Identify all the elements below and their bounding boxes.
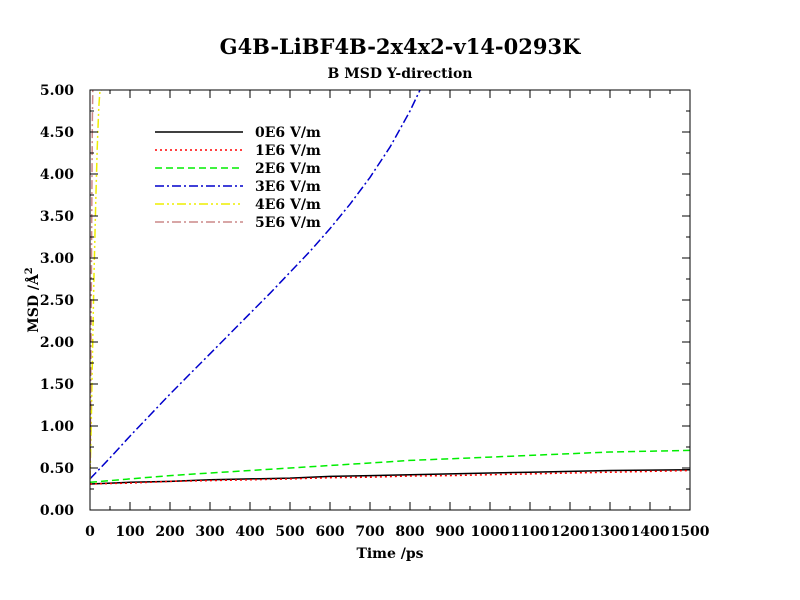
x-tick-label-0: 0 (85, 524, 95, 540)
y-tick-label-0: 0.00 (40, 503, 74, 519)
x-tick-label-11: 1100 (511, 524, 550, 540)
x-tick-label-14: 1400 (631, 524, 670, 540)
x-axis-label: Time /ps (356, 546, 423, 562)
x-tick-label-10: 1000 (471, 524, 510, 540)
x-tick-label-7: 700 (355, 524, 384, 540)
legend: 0E6 V/m 1E6 V/m 2E6 V/m 3E6 V/m 4E6 V/m 5E6 V… (155, 125, 321, 231)
legend-label-5: 5E6 V/m (255, 215, 321, 231)
legend-label-0: 0E6 V/m (255, 125, 321, 141)
ticks-layer: 0 100 200 300 400 500 600 700 800 900 1000 1100 1200… (40, 83, 710, 540)
x-tick-label-8: 800 (395, 524, 424, 540)
x-tick-label-5: 500 (275, 524, 304, 540)
x-tick-label-15: 1500 (671, 524, 710, 540)
x-tick-label-3: 300 (195, 524, 224, 540)
x-tick-label-4: 400 (235, 524, 264, 540)
series-line-3 (90, 90, 421, 480)
legend-label-1: 1E6 V/m (255, 143, 321, 159)
series-line-1 (90, 469, 690, 485)
legend-label-3: 3E6 V/m (255, 179, 321, 195)
y-tick-label-10: 5.00 (40, 83, 74, 99)
y-axis-label-group: MSD /Å2 (24, 267, 42, 333)
y-axis-label: MSD /Å2 (24, 267, 42, 333)
x-tick-label-9: 900 (435, 524, 464, 540)
legend-label-2: 2E6 V/m (255, 161, 321, 177)
y-tick-label-5: 2.50 (40, 293, 74, 309)
x-tick-label-6: 600 (315, 524, 344, 540)
x-tick-label-13: 1300 (591, 524, 630, 540)
y-tick-label-2: 1.00 (40, 419, 74, 435)
legend-label-4: 4E6 V/m (255, 197, 321, 213)
x-tick-label-12: 1200 (551, 524, 590, 540)
y-tick-label-7: 3.50 (40, 209, 74, 225)
y-axis-label-text: MSD /Å (24, 273, 42, 333)
chart-subtitle: B MSD Y-direction (328, 66, 473, 82)
y-axis-label-superscript: 2 (24, 267, 35, 274)
y-tick-label-3: 1.50 (40, 377, 74, 393)
chart-title: G4B-LiBF4B-2x4x2-v14-0293K (220, 34, 581, 59)
y-tick-label-6: 3.00 (40, 251, 74, 267)
y-tick-label-8: 4.00 (40, 167, 74, 183)
y-tick-label-1: 0.50 (40, 461, 74, 477)
y-tick-label-9: 4.50 (40, 125, 74, 141)
x-tick-label-2: 200 (155, 524, 184, 540)
x-tick-label-1: 100 (115, 524, 144, 540)
y-tick-label-4: 2.00 (40, 335, 74, 351)
series-line-2 (90, 449, 690, 484)
